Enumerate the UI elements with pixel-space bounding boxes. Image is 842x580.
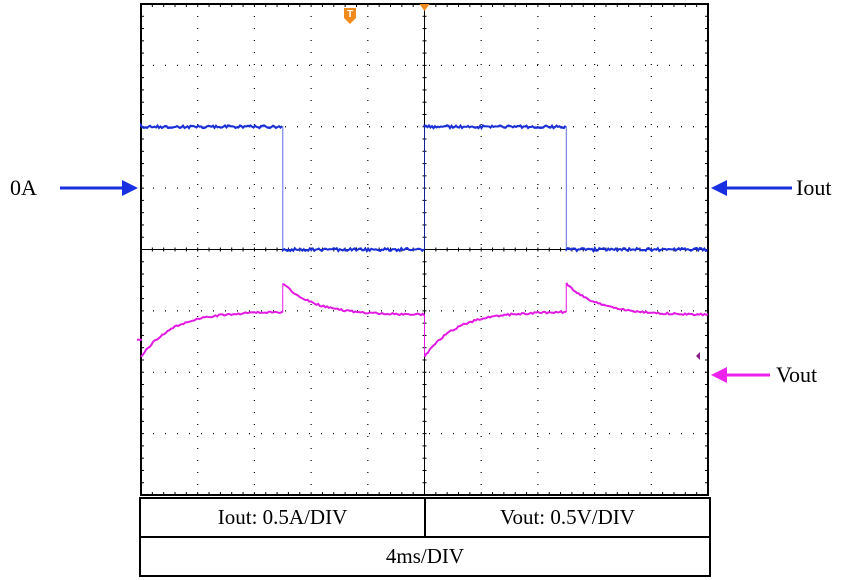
vout-scale-cell: Vout: 0.5V/DIV — [425, 498, 710, 537]
iout-scale-cell: Iout: 0.5A/DIV — [140, 498, 425, 537]
vout-trace-segment — [425, 311, 567, 356]
iout-trace-segment — [566, 248, 707, 251]
zero-arrow-icon-head — [122, 180, 138, 196]
vout-label: Vout — [776, 364, 817, 386]
vout-trace-segment — [283, 284, 425, 316]
markers: T — [60, 4, 792, 383]
trigger-position-icon — [420, 4, 430, 11]
iout-arrow-icon-head — [711, 180, 727, 196]
iout-trace-edges — [141, 127, 708, 250]
vout-trace-segment — [566, 283, 708, 316]
time-scale-cell: 4ms/DIV — [140, 537, 710, 576]
vout-arrow-icon-head — [711, 367, 727, 383]
iout-label: Iout — [796, 177, 831, 199]
iout-trace-segment — [425, 125, 566, 128]
zero-level-label: 0A — [10, 177, 37, 199]
vout-trace-segment — [141, 311, 283, 357]
iout-trace-segment — [141, 125, 282, 128]
scale-settings-table: Iout: 0.5A/DIV Vout: 0.5V/DIV 4ms/DIV — [139, 497, 711, 577]
iout-trace-segment — [283, 248, 424, 251]
vout-offset-icon — [696, 352, 700, 360]
trigger-label: T — [347, 9, 353, 20]
traces — [141, 125, 708, 357]
